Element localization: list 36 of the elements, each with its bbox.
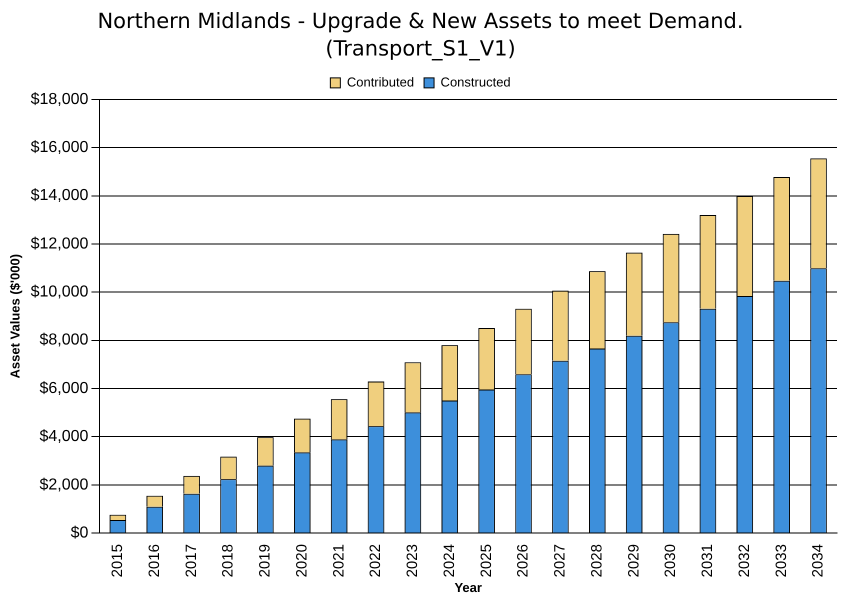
x-tick-label: 2026 xyxy=(514,544,532,578)
y-tick-label: $4,000 xyxy=(40,428,89,446)
chart-subtitle: (Transport_S1_V1) xyxy=(325,36,516,60)
x-tick-label: 2015 xyxy=(109,544,126,578)
y-tick-label: $8,000 xyxy=(40,332,89,349)
y-tick-label: $6,000 xyxy=(40,380,89,397)
x-tick-label: 2025 xyxy=(478,544,495,578)
y-tick-label: $14,000 xyxy=(30,187,89,204)
x-tick-label: 2017 xyxy=(182,544,200,578)
chart-title: Northern Midlands - Upgrade & New Assets to meet Demand. xyxy=(97,9,744,34)
x-tick-label: 2027 xyxy=(552,544,569,578)
y-tick-label: $12,000 xyxy=(30,235,89,252)
x-tick-label: 2028 xyxy=(588,544,606,578)
x-tick-label: 2024 xyxy=(440,544,458,578)
x-tick-label: 2020 xyxy=(293,544,310,578)
legend-label: Contributed xyxy=(346,74,414,90)
y-axis-title: Asset Values ($'000) xyxy=(7,254,22,378)
x-tick-label: 2023 xyxy=(404,544,422,578)
y-tick-label: $0 xyxy=(70,524,89,542)
x-tick-label: 2031 xyxy=(699,544,716,578)
x-tick-label: 2018 xyxy=(220,544,237,578)
x-tick-label: 2030 xyxy=(662,544,680,578)
legend-label: Constructed xyxy=(440,74,511,90)
x-tick-label: 2029 xyxy=(625,544,642,578)
x-tick-label: 2021 xyxy=(330,544,348,578)
y-tick-label: $16,000 xyxy=(30,138,89,156)
x-axis-title: Year xyxy=(454,580,482,595)
x-tick-label: 2022 xyxy=(367,544,384,578)
x-tick-label: 2019 xyxy=(256,544,274,578)
x-tick-label: 2032 xyxy=(736,544,753,578)
x-tick-label: 2016 xyxy=(146,544,163,578)
x-tick-label: 2034 xyxy=(810,544,827,578)
x-tick-label: 2033 xyxy=(772,544,790,578)
y-tick-label: $10,000 xyxy=(30,284,89,301)
y-tick-label: $18,000 xyxy=(30,90,89,108)
y-tick-label: $2,000 xyxy=(40,476,89,494)
